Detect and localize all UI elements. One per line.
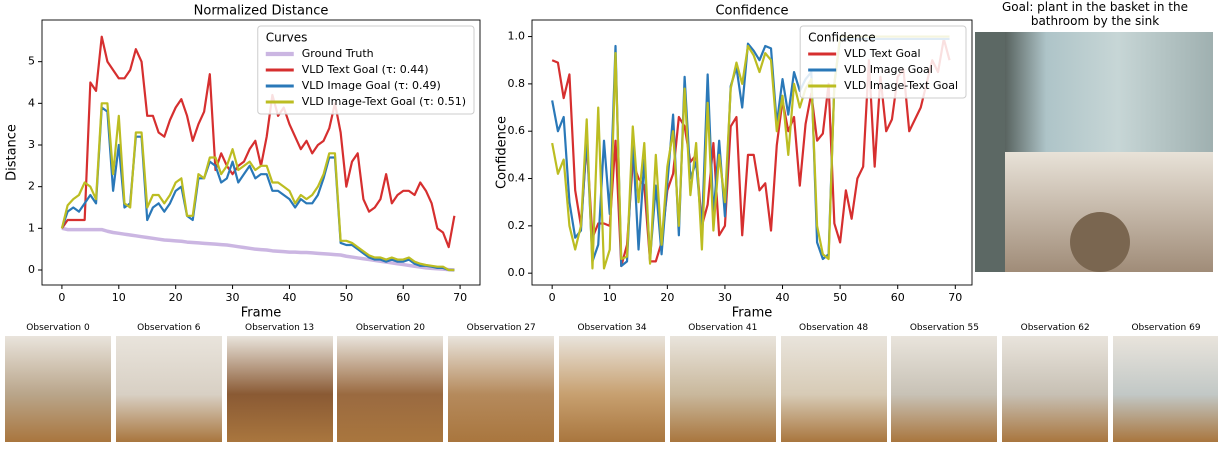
y-tick-label: 2 [28,180,35,193]
observation: Observation 34 [559,320,665,442]
observation-image [780,336,887,442]
x-tick-label: 30 [226,291,240,304]
observation-caption: Observation 27 [466,323,536,333]
goal-image [975,32,1213,272]
observation-caption: Observation 55 [909,323,979,333]
y-tick-label: 3 [28,138,35,151]
observation-image [226,336,333,442]
plot-frame [531,19,973,286]
x-tick-label: 40 [282,291,296,304]
observation-image [1113,336,1218,442]
legend: Curves Ground Truth VLD Text Goal (τ: 0.44… [257,25,475,115]
y-axis-label: Distance [5,124,20,181]
x-tick-label: 70 [453,291,467,304]
observation: Observation 0 [5,320,111,442]
data-line [60,102,455,272]
observation-caption: Observation 34 [577,323,647,333]
y-tick-label: 0.0 [508,266,526,279]
y-tick-label: 5 [28,55,35,68]
observation: Observation 62 [1002,320,1109,442]
observation: Observation 13 [226,320,333,442]
x-tick-label: 60 [891,291,905,304]
legend-label: VLD Image-Text Goal (τ: 0.51) [302,95,466,108]
observation-image [1002,336,1109,442]
observation: Observation 27 [448,320,555,442]
legend-box [257,25,475,115]
y-tick-label: 0.6 [508,124,526,137]
data-line [61,35,456,249]
plot-frame [41,19,481,286]
observation: Observation 55 [891,320,998,442]
observation: Observation 69 [1113,320,1218,442]
y-axis-label: Confidence [495,116,510,189]
goal-title: Goal: plant in the basket in the bathroo… [1002,0,1188,28]
legend-label: VLD Image Goal (τ: 0.49) [302,79,441,92]
x-tick-label: 60 [396,291,410,304]
goal-panel: Goal: plant in the basket in the bathroo… [975,0,1215,272]
legend-label: VLD Text Goal [844,47,920,60]
x-tick-label: 70 [948,291,962,304]
x-tick-label: 10 [603,291,617,304]
observation-caption: Observation 20 [355,323,425,333]
legend-label: VLD Text Goal (τ: 0.44) [302,63,429,76]
legend: Confidence VLD Text Goal VLD Image Goal VLD… [799,25,967,99]
y-tick-label: 0 [28,263,35,276]
y-tick-label: 0.2 [508,219,526,232]
observation-caption: Observation 41 [688,323,758,333]
x-tick-label: 50 [339,291,353,304]
observation-image [5,336,111,442]
observation-caption: Observation 48 [799,323,869,333]
x-tick-label: 0 [58,291,65,304]
legend-box [799,25,967,99]
observation-image [891,336,998,442]
observation: Observation 41 [669,320,776,442]
y-tick-label: 4 [28,96,35,109]
x-tick-label: 0 [549,291,556,304]
data-line [61,226,455,272]
observation-image [448,336,555,442]
x-axis-label: Frame [241,306,282,319]
observation-caption: Observation 0 [26,323,90,333]
legend-label: VLD Image-Text Goal [844,79,958,92]
observation-caption: Observation 13 [245,323,315,333]
chart-title: Confidence [715,4,788,19]
x-tick-label: 20 [169,291,183,304]
x-tick-label: 20 [660,291,674,304]
x-tick-label: 30 [718,291,732,304]
observation-caption: Observation 6 [137,323,201,333]
y-tick-label: 0.4 [508,172,526,185]
observation: Observation 6 [115,320,222,442]
x-tick-label: 50 [833,291,847,304]
observation-image [669,336,776,442]
y-tick-label: 0.8 [508,77,526,90]
legend-label: Ground Truth [302,47,374,60]
observation-image [559,336,665,442]
legend-title: Confidence [808,31,875,45]
chart-title: Normalized Distance [194,4,329,19]
y-tick-label: 1.0 [508,30,526,43]
legend-title: Curves [266,31,308,45]
data-line [551,37,951,268]
legend-label: VLD Image Goal [844,63,933,76]
observation-image [115,336,222,442]
observation: Observation 20 [337,320,444,442]
x-axis-label: Frame [732,306,773,319]
observation-caption: Observation 62 [1020,323,1090,333]
x-tick-label: 40 [776,291,790,304]
observation-image [337,336,444,442]
x-tick-label: 10 [112,291,126,304]
observation: Observation 48 [780,320,887,442]
observation-caption: Observation 69 [1131,323,1201,333]
y-tick-label: 1 [28,221,35,234]
